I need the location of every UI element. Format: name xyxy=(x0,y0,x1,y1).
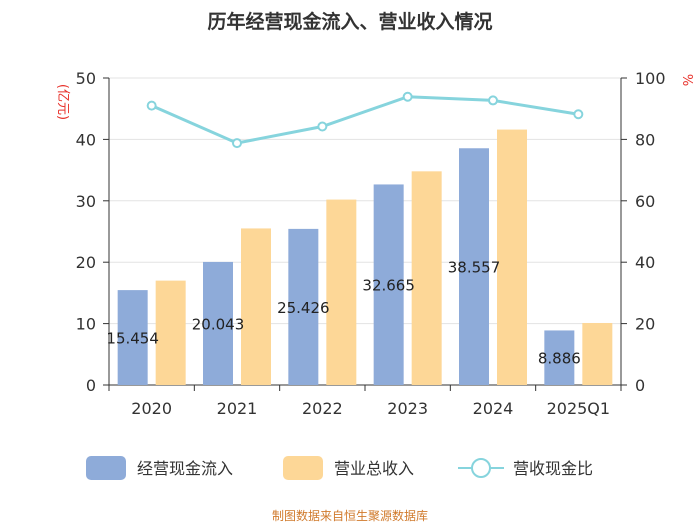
right-tick-label: 20 xyxy=(635,315,655,334)
grid-lines xyxy=(109,77,621,386)
line-series xyxy=(146,91,584,149)
x-tick-label: 2023 xyxy=(387,399,428,418)
legend[interactable]: 经营现金流入 营业总收入 营收现金比 xyxy=(86,456,593,480)
left-tick-label: 30 xyxy=(76,192,96,211)
left-tick-label: 40 xyxy=(76,130,96,149)
bar-cash-inflow xyxy=(117,290,148,385)
bar-cash-inflow xyxy=(373,184,404,385)
right-tick-label: 0 xyxy=(635,376,645,395)
left-axis-unit: (亿元) xyxy=(55,84,70,120)
bar-revenue xyxy=(155,280,186,385)
left-tick-label: 50 xyxy=(76,69,96,88)
bar-cash-inflow xyxy=(544,330,575,385)
bar-revenue xyxy=(582,322,613,385)
x-tick-label: 2024 xyxy=(473,399,514,418)
data-label: 8.886 xyxy=(538,350,581,368)
right-tick-label: 60 xyxy=(635,192,655,211)
bar-cash-inflow xyxy=(203,261,233,385)
data-label: 25.426 xyxy=(277,299,330,317)
right-tick-label: 80 xyxy=(635,130,655,149)
bar-revenue xyxy=(241,228,271,385)
right-tick-label: 40 xyxy=(635,253,655,272)
legend-swatch xyxy=(86,456,126,480)
ratio-point xyxy=(232,138,242,149)
left-tick-label: 20 xyxy=(76,253,96,272)
left-tick-label: 0 xyxy=(86,376,96,395)
legend-label: 经营现金流入 xyxy=(137,459,233,478)
bar-cash-inflow xyxy=(288,228,319,385)
left-tick-label: 10 xyxy=(76,315,96,334)
legend-swatch xyxy=(283,456,323,480)
axes: 0 10 20 30 40 50 (亿元) 0 20 40 60 80 100 % 2020 2021 2022… xyxy=(55,69,694,418)
x-tick-label: 2021 xyxy=(217,399,258,418)
ratio-line xyxy=(151,95,579,145)
ratio-point xyxy=(402,91,413,102)
bar-series xyxy=(117,129,613,385)
data-label: 15.454 xyxy=(106,330,159,348)
x-tick-label: 2025Q1 xyxy=(547,399,611,418)
right-tick-label: 100 xyxy=(635,69,666,88)
ratio-point xyxy=(146,100,157,111)
bar-revenue xyxy=(326,199,357,385)
bar-revenue xyxy=(411,171,442,385)
ratio-point xyxy=(317,121,328,132)
bar-cash-inflow xyxy=(459,148,489,385)
chart-title: 历年经营现金流入、营业收入情况 xyxy=(207,10,492,33)
data-labels: 15.454 20.043 25.426 32.665 38.557 8.886 xyxy=(106,259,580,368)
bar-revenue xyxy=(497,129,527,385)
legend-marker xyxy=(471,458,491,478)
x-tick-label: 2020 xyxy=(131,399,172,418)
data-label: 38.557 xyxy=(448,259,501,277)
source-note: 制图数据来自恒生聚源数据库 xyxy=(272,508,428,523)
right-axis-unit: % xyxy=(679,74,694,86)
x-tick-label: 2022 xyxy=(302,399,343,418)
legend-label: 营业总收入 xyxy=(334,459,414,478)
ratio-point xyxy=(573,109,584,120)
data-label: 32.665 xyxy=(362,277,415,295)
ratio-point xyxy=(488,95,498,106)
data-label: 20.043 xyxy=(192,315,245,333)
legend-label: 营收现金比 xyxy=(513,459,593,478)
